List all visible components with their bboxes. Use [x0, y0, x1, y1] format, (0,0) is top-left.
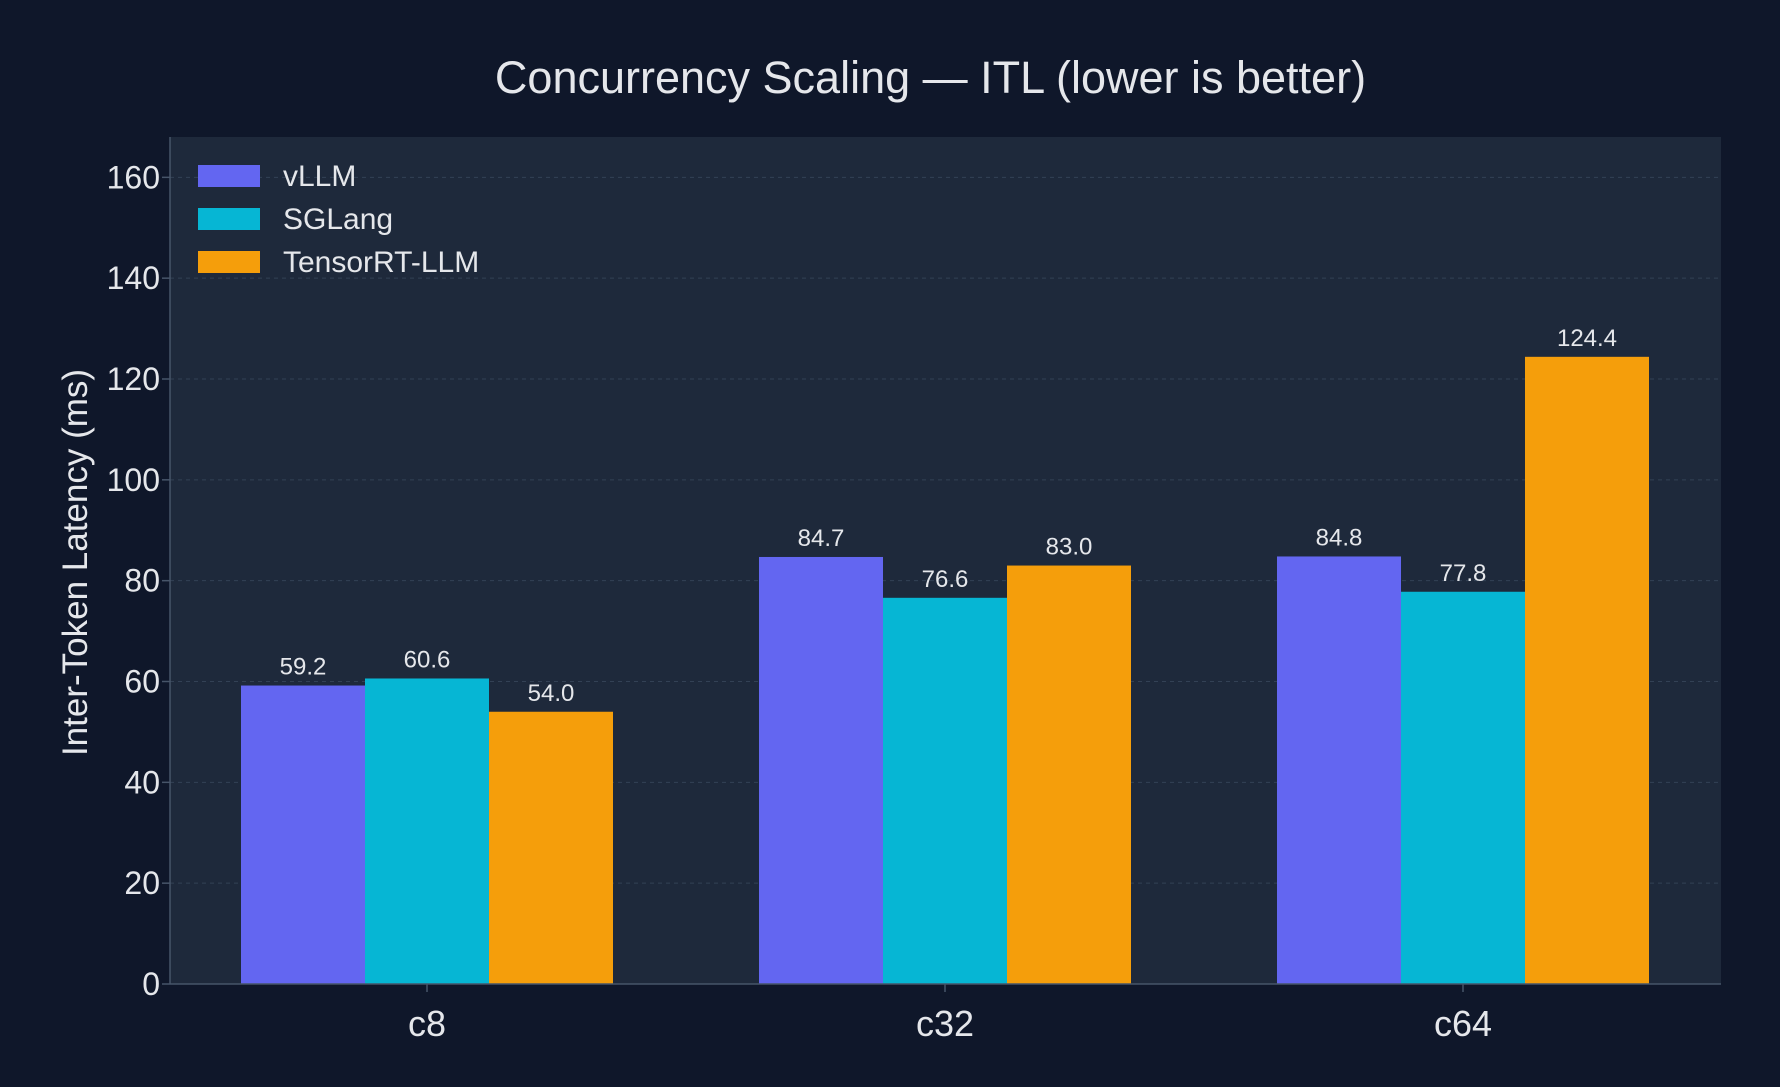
- y-tick-label: 160: [107, 159, 160, 195]
- legend-label: SGLang: [283, 203, 393, 236]
- data-label: 84.7: [798, 525, 845, 552]
- bar-sglang-c32: [883, 597, 1007, 984]
- x-tick-label: c64: [1434, 1003, 1492, 1044]
- legend-swatch-vllm: [198, 165, 260, 187]
- x-category-labels: c8 c32 c64: [408, 984, 1492, 1044]
- bar-tensorrt-llm-c64: [1525, 356, 1649, 985]
- legend-label: TensorRT-LLM: [283, 246, 479, 279]
- legend-swatch-tensorrt-llm: [198, 251, 260, 273]
- data-label: 83.0: [1046, 534, 1093, 561]
- bar-vllm-c64: [1277, 556, 1401, 984]
- chart-title: Concurrency Scaling — ITL (lower is bett…: [495, 52, 1366, 103]
- y-axis-label: Inter-Token Latency (ms): [56, 369, 95, 756]
- x-tick-label: c8: [408, 1003, 446, 1044]
- y-tick-label: 40: [124, 764, 160, 800]
- y-tick-label: 0: [142, 966, 160, 1002]
- legend-label: vLLM: [283, 160, 356, 193]
- y-tick-label: 100: [107, 462, 160, 498]
- data-label: 77.8: [1440, 560, 1487, 587]
- bar-tensorrt-llm-c32: [1007, 565, 1131, 984]
- y-tick-label: 140: [107, 260, 160, 296]
- y-tick-labels: 0 20 40 60 80 100 120 140 160: [107, 159, 170, 1002]
- bar-tensorrt-llm-c8: [489, 711, 613, 984]
- data-label: 54.0: [528, 680, 575, 707]
- legend-swatch-sglang: [198, 208, 260, 230]
- bar-sglang-c64: [1401, 591, 1525, 984]
- data-label: 84.8: [1316, 524, 1363, 551]
- data-label: 60.6: [404, 646, 451, 673]
- data-labels: 59.2 60.6 54.0 84.7 76.6 83.0 84.8 77.8 124.4: [280, 325, 1617, 707]
- legend: vLLM SGLang TensorRT-LLM: [198, 160, 479, 279]
- bars: [241, 356, 1649, 985]
- x-tick-label: c32: [916, 1003, 974, 1044]
- y-tick-label: 20: [124, 865, 160, 901]
- y-tick-label: 80: [124, 563, 160, 599]
- y-tick-label: 60: [124, 664, 160, 700]
- bar-vllm-c8: [241, 685, 365, 984]
- bar-vllm-c32: [759, 556, 883, 984]
- y-tick-label: 120: [107, 361, 160, 397]
- bar-sglang-c8: [365, 678, 489, 984]
- data-label: 76.6: [922, 566, 969, 593]
- data-label: 124.4: [1557, 325, 1617, 352]
- data-label: 59.2: [280, 654, 327, 681]
